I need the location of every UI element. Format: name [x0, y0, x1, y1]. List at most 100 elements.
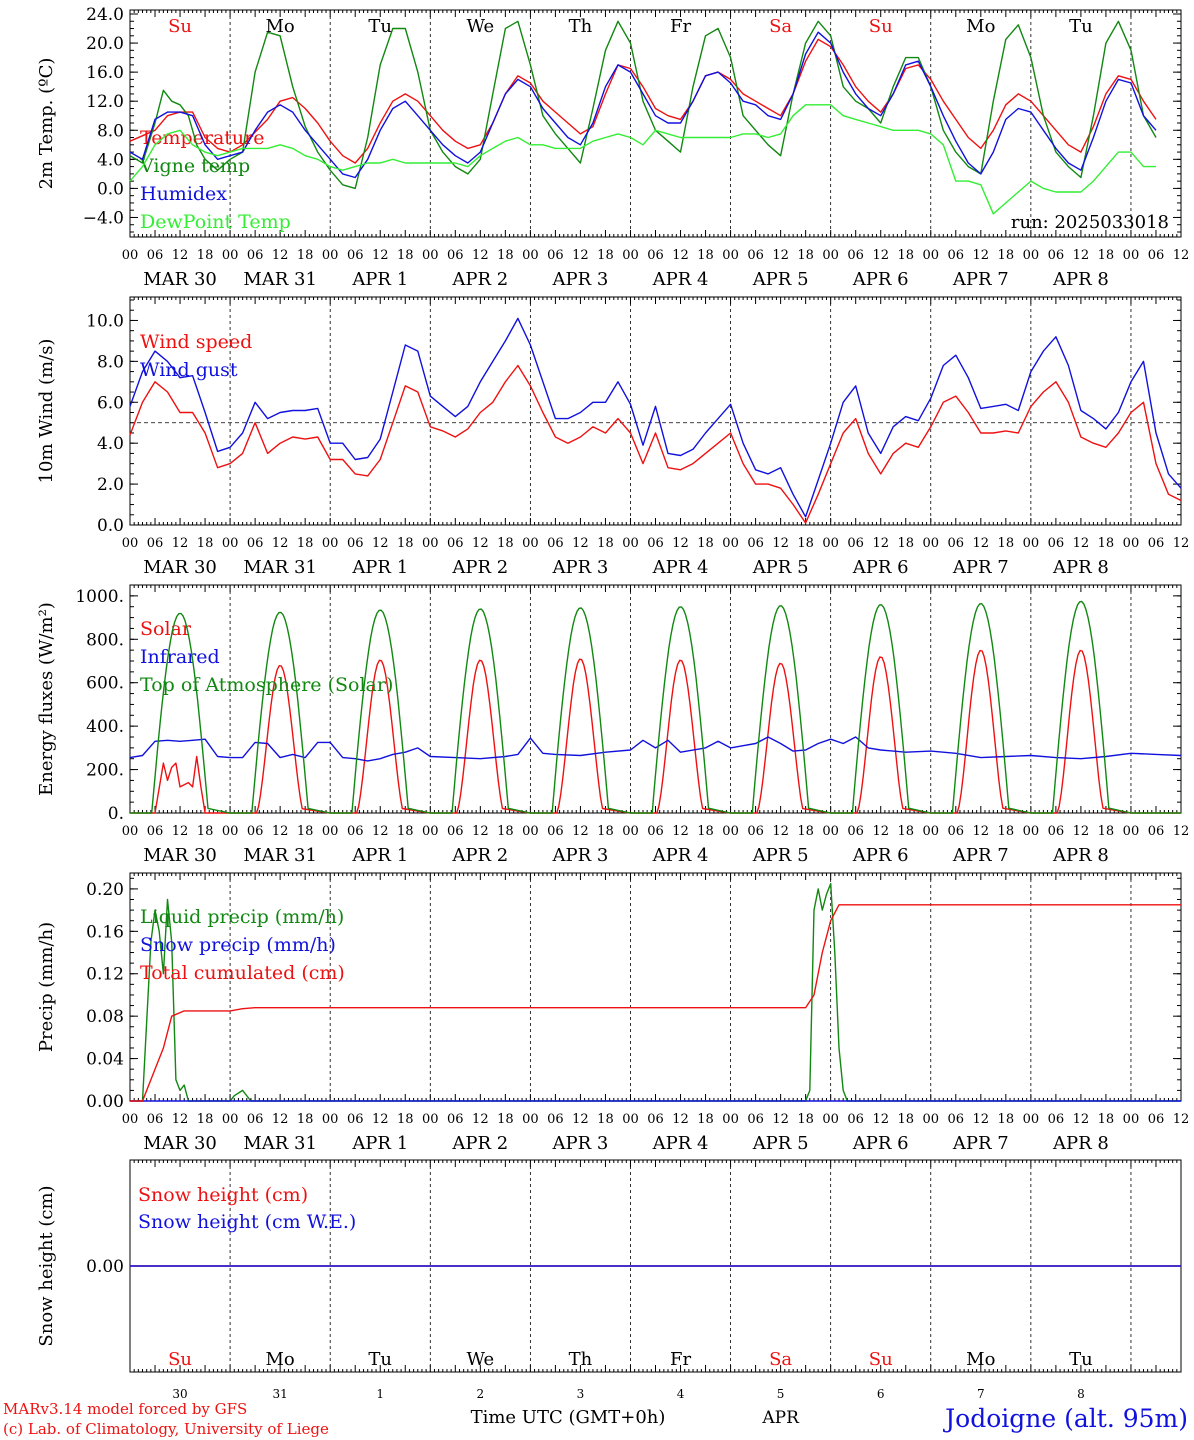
hour-label: 12 — [872, 1112, 889, 1127]
date-label: APR 6 — [852, 845, 909, 866]
hour-label: 06 — [347, 824, 364, 839]
hour-label: 06 — [948, 248, 965, 263]
weekday-label: Th — [569, 16, 593, 37]
y-tick-label: 0. — [108, 804, 124, 824]
hour-label: 00 — [1023, 536, 1040, 551]
date-label: APR 5 — [752, 845, 809, 866]
date-label: MAR 30 — [143, 845, 217, 866]
date-label: APR 6 — [852, 1133, 909, 1154]
hour-label: 00 — [222, 1112, 239, 1127]
hour-label: 06 — [1148, 1112, 1165, 1127]
hour-label: 12 — [772, 536, 789, 551]
date-label: APR 5 — [752, 1133, 809, 1154]
y-tick-label: 8.0 — [97, 352, 124, 372]
hour-label: 06 — [948, 824, 965, 839]
hour-label: 18 — [1098, 248, 1115, 263]
hour-label: 12 — [672, 1112, 689, 1127]
hour-label: 18 — [197, 536, 214, 551]
weekday-label: Fr — [670, 16, 691, 37]
date-label: APR 8 — [1052, 1133, 1109, 1154]
hour-label: 06 — [547, 248, 564, 263]
hour-label: 18 — [897, 248, 914, 263]
run-label: run: 2025033018 — [1011, 212, 1169, 233]
x-axis-label: Time UTC (GMT+0h) — [471, 1407, 666, 1428]
weekday-label: We — [466, 1349, 494, 1370]
hour-label: 18 — [897, 536, 914, 551]
date-label: APR 3 — [552, 845, 609, 866]
y-tick-label: −4.0 — [83, 208, 124, 228]
hour-label: 18 — [797, 536, 814, 551]
hour-label: 18 — [397, 824, 414, 839]
date-label: APR 8 — [1052, 269, 1109, 290]
date-label: APR 6 — [852, 557, 909, 578]
hour-label: 18 — [1098, 536, 1115, 551]
hour-label: 00 — [922, 536, 939, 551]
y-tick-label: 0.04 — [86, 1050, 124, 1070]
date-label: APR 2 — [451, 269, 508, 290]
series-line — [129, 364, 1182, 524]
date-label: MAR 30 — [143, 1133, 217, 1154]
hour-label: 00 — [622, 1112, 639, 1127]
legend-entry: Solar — [140, 618, 192, 640]
date-label: APR 3 — [552, 1133, 609, 1154]
y-tick-label: 0.08 — [86, 1007, 124, 1027]
hour-label: 06 — [147, 824, 164, 839]
y-tick-label: 1000. — [75, 587, 124, 607]
hour-label: 06 — [247, 1112, 264, 1127]
date-label: APR 7 — [952, 269, 1009, 290]
hour-label: 12 — [1073, 536, 1090, 551]
hour-label: 18 — [497, 536, 514, 551]
hour-label: 18 — [497, 824, 514, 839]
series-line — [129, 104, 1156, 215]
hour-label: 12 — [172, 1112, 189, 1127]
hour-label: 00 — [322, 824, 339, 839]
hour-label: 18 — [897, 1112, 914, 1127]
legend-entry: Liquid precip (mm/h) — [140, 906, 344, 928]
y-tick-label: 16.0 — [86, 63, 124, 83]
legend-entry: Vigne temp — [139, 155, 250, 177]
hour-label: 12 — [1073, 1112, 1090, 1127]
legend-entry: Wind speed — [140, 331, 252, 353]
hour-label: 12 — [572, 824, 589, 839]
y-tick-label: 24.0 — [86, 5, 124, 25]
hour-label: 06 — [347, 1112, 364, 1127]
day-number: 2 — [477, 1387, 485, 1401]
y-axis-label: 2m Temp. (ºC) — [36, 58, 57, 190]
station-title: Jodoigne (alt. 95m) — [942, 1404, 1188, 1433]
hour-label: 12 — [973, 536, 990, 551]
hour-label: 06 — [1048, 248, 1065, 263]
hour-label: 06 — [347, 248, 364, 263]
hour-label: 06 — [247, 248, 264, 263]
hour-label: 12 — [372, 536, 389, 551]
hour-label: 12 — [272, 536, 289, 551]
plot-frame — [129, 9, 1182, 238]
y-tick-label: 0.00 — [86, 1092, 124, 1112]
date-label: APR 4 — [652, 557, 709, 578]
hour-label: 12 — [472, 824, 489, 839]
date-label: MAR 31 — [243, 1133, 317, 1154]
y-tick-label: 8.0 — [97, 121, 124, 141]
day-number: 8 — [1077, 1387, 1085, 1401]
hour-label: 00 — [122, 248, 139, 263]
hour-label: 12 — [372, 1112, 389, 1127]
weekday-label: Su — [168, 16, 192, 37]
hour-label: 06 — [747, 248, 764, 263]
date-label: APR 2 — [451, 1133, 508, 1154]
weekday-label: Su — [168, 1349, 192, 1370]
hour-label: 06 — [1148, 536, 1165, 551]
hour-label: 18 — [797, 248, 814, 263]
hour-label: 18 — [797, 1112, 814, 1127]
date-label: APR 3 — [552, 269, 609, 290]
hour-label: 06 — [347, 536, 364, 551]
hour-label: 06 — [747, 536, 764, 551]
date-label: APR 5 — [752, 557, 809, 578]
weekday-label: Th — [569, 1349, 593, 1370]
hour-label: 18 — [397, 1112, 414, 1127]
weekday-label: Mo — [966, 1349, 995, 1370]
hour-label: 12 — [772, 824, 789, 839]
hour-label: 12 — [272, 248, 289, 263]
hour-label: 06 — [948, 536, 965, 551]
y-tick-label: 2.0 — [97, 475, 124, 495]
date-label: APR 4 — [652, 269, 709, 290]
date-label: APR 6 — [852, 269, 909, 290]
